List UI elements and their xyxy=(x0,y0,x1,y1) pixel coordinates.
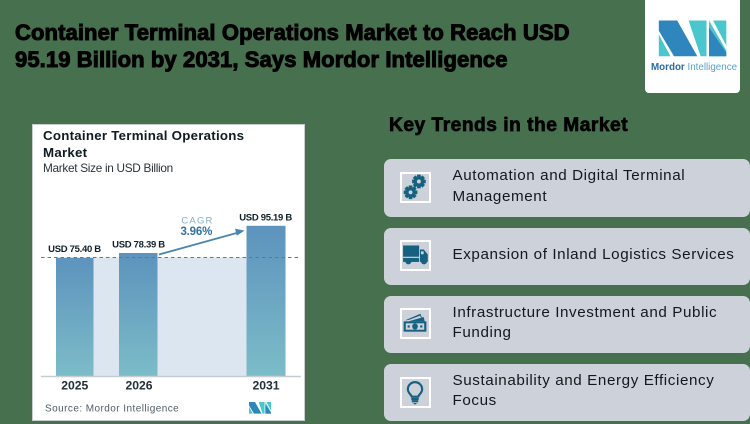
svg-text:USD 75.40 B: USD 75.40 B xyxy=(48,244,101,255)
svg-text:Mordor Intelligence: Mordor Intelligence xyxy=(651,62,738,73)
svg-text:USD 78.39 B: USD 78.39 B xyxy=(112,239,165,250)
svg-text:2031: 2031 xyxy=(252,379,279,393)
svg-text:Source: Mordor Intelligence: Source: Mordor Intelligence xyxy=(45,403,179,414)
svg-text:USD 95.19 B: USD 95.19 B xyxy=(239,212,292,223)
svg-text:2026: 2026 xyxy=(125,379,152,393)
svg-text:CAGR: CAGR xyxy=(181,215,213,226)
svg-text:2025: 2025 xyxy=(61,379,88,393)
svg-text:3.96%: 3.96% xyxy=(180,226,212,238)
